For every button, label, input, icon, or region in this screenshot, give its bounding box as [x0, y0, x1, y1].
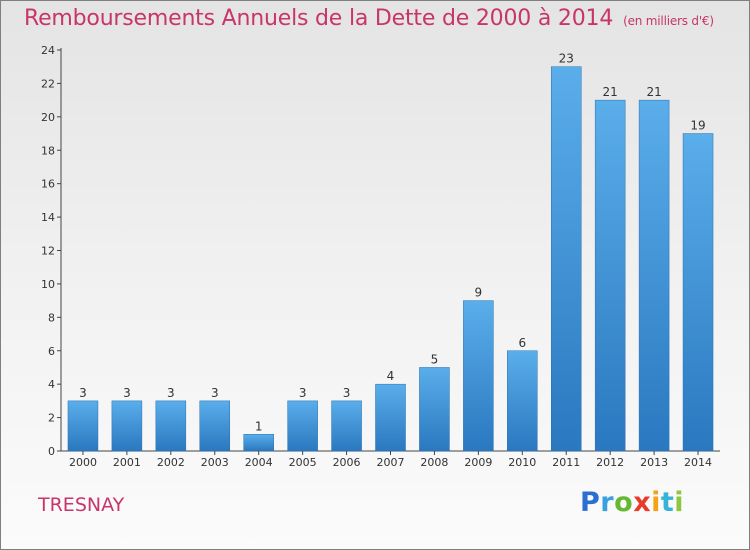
x-tick-label: 2013 — [640, 456, 668, 469]
x-tick-label: 2009 — [464, 456, 492, 469]
y-tick-label: 8 — [48, 311, 55, 324]
bar — [243, 434, 274, 452]
x-tick-label: 2002 — [157, 456, 185, 469]
y-tick-label: 22 — [41, 77, 55, 90]
data-label: 5 — [431, 352, 439, 366]
bar — [287, 400, 318, 452]
x-tick-label: 2004 — [245, 456, 273, 469]
x-tick-label: 2011 — [552, 456, 580, 469]
data-label: 6 — [518, 336, 526, 350]
data-label: 3 — [79, 386, 87, 400]
y-tick-label: 2 — [48, 412, 55, 425]
bar — [594, 99, 626, 452]
bar — [155, 400, 187, 452]
data-label: 3 — [167, 386, 175, 400]
chart-title-text: Remboursements Annuels de la Dette de 20… — [24, 6, 614, 31]
bar — [550, 66, 582, 452]
y-tick-label: 0 — [48, 445, 55, 458]
x-tick-label: 2014 — [684, 456, 712, 469]
x-tick-label: 2007 — [377, 456, 405, 469]
proxiti-logo: Proxiti — [580, 487, 685, 518]
x-tick-label: 2012 — [596, 456, 624, 469]
x-tick-label: 2001 — [113, 456, 141, 469]
data-label: 1 — [255, 419, 263, 433]
y-tick-label: 18 — [41, 144, 55, 157]
data-label: 9 — [475, 286, 483, 300]
data-label: 4 — [387, 369, 395, 383]
y-tick-label: 20 — [41, 111, 55, 124]
data-label: 19 — [690, 119, 705, 133]
y-tick-label: 10 — [41, 278, 55, 291]
y-tick-label: 4 — [48, 378, 55, 391]
bar — [331, 400, 362, 452]
bar — [638, 99, 670, 452]
bar — [507, 350, 538, 452]
bar — [463, 300, 494, 452]
data-label: 3 — [299, 386, 307, 400]
y-tick-label: 24 — [41, 44, 55, 57]
x-tick-label: 2008 — [420, 456, 448, 469]
x-tick-label: 2003 — [201, 456, 229, 469]
y-tick-label: 16 — [41, 178, 55, 191]
y-tick-label: 14 — [41, 211, 55, 224]
data-label: 23 — [559, 52, 574, 66]
bar — [375, 383, 406, 452]
unit-note: (en milliers d'€) — [623, 14, 714, 28]
bar — [199, 400, 231, 452]
x-tick-label: 2005 — [289, 456, 317, 469]
bar — [682, 133, 714, 452]
commune-name: TRESNAY — [38, 494, 125, 516]
chart-title: Remboursements Annuels de la Dette de 20… — [24, 6, 714, 31]
y-tick-label: 12 — [41, 245, 55, 258]
x-tick-label: 2000 — [69, 456, 97, 469]
data-label: 3 — [211, 386, 219, 400]
x-tick-label: 2010 — [508, 456, 536, 469]
data-label: 3 — [343, 386, 351, 400]
bar — [419, 367, 450, 452]
x-tick-label: 2006 — [333, 456, 361, 469]
data-label: 21 — [646, 85, 661, 99]
y-tick-label: 6 — [48, 345, 55, 358]
data-label: 3 — [123, 386, 131, 400]
bar — [67, 400, 99, 452]
data-label: 21 — [603, 85, 618, 99]
bar — [111, 400, 143, 452]
